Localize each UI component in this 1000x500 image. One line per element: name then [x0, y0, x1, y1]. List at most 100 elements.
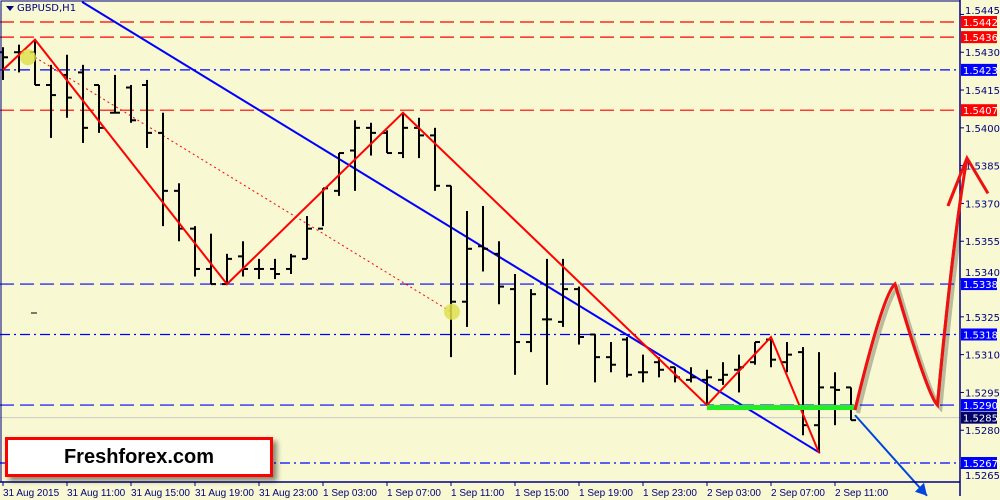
- x-tick-label: 31 Aug 2015: [3, 488, 60, 499]
- y-tick-label: 1.5355: [965, 237, 1000, 248]
- dropdown-triangle-icon[interactable]: [6, 6, 14, 11]
- y-tick-label: 1.5400: [965, 124, 1000, 135]
- price-label: 1.5407: [961, 104, 998, 117]
- ohlc-bar: [830, 372, 840, 426]
- ohlc-bar: [510, 274, 520, 375]
- x-tick-label: 1 Sep 23:00: [643, 488, 697, 499]
- ohlc-bar: [638, 354, 648, 383]
- price-label-bg: [961, 399, 997, 412]
- x-tick-label: 31 Aug 23:00: [259, 488, 318, 499]
- x-tick-label: 1 Sep 03:00: [323, 488, 377, 499]
- ohlc-bar: [270, 258, 280, 280]
- price-label-text: 1.5407: [963, 106, 998, 117]
- symbol-title[interactable]: GBPUSD,H1: [6, 3, 76, 14]
- ohlc-bar: [366, 122, 376, 156]
- brand-logo-box: Freshforex.com: [5, 437, 273, 477]
- ohlc-bar: [654, 357, 664, 378]
- price-label: 1.5442: [961, 16, 998, 29]
- ohlc-bar: [622, 337, 632, 378]
- ohlc-bar: [814, 352, 824, 453]
- price-label: 1.5338: [961, 278, 998, 291]
- symbol-label: GBPUSD,H1: [17, 3, 77, 14]
- ohlc-bar: [174, 183, 184, 242]
- price-label-text: 1.5442: [963, 18, 998, 29]
- ohlc-bar: [46, 64, 56, 138]
- price-label-bg: [961, 104, 997, 117]
- price-label-bg: [961, 411, 997, 424]
- ohlc-bar: [718, 362, 728, 385]
- ohlc-bar: [190, 226, 200, 277]
- forecast-up-curve-overlay: [853, 157, 969, 411]
- price-label: 1.5423: [961, 63, 998, 77]
- x-tick-label: 31 Aug 15:00: [131, 488, 190, 499]
- price-label-text: 1.5285: [963, 414, 998, 425]
- yellow-marker-icon: [443, 303, 460, 320]
- ohlc-bar: [158, 112, 168, 227]
- y-tick-label: 1.5415: [965, 86, 1000, 97]
- ohlc-bar: [206, 233, 216, 286]
- price-label-text: 1.5338: [963, 280, 998, 291]
- price-label-text: 1.5423: [963, 66, 998, 77]
- ohlc-bar: [526, 289, 536, 353]
- ohlc-bar: [302, 216, 312, 260]
- dotted-projection-line: [34, 56, 452, 313]
- x-tick-label: 2 Sep 11:00: [835, 488, 889, 499]
- forecast-down-line: [854, 414, 928, 497]
- forecast-down-arrow-icon: [915, 482, 927, 496]
- y-tick-label: 1.5385: [965, 162, 1000, 173]
- yellow-marker-icon: [19, 49, 36, 66]
- ohlc-bar: [126, 85, 136, 123]
- price-label: 1.5436: [961, 31, 998, 44]
- price-label-bg: [961, 63, 997, 76]
- ohlc-bar: [542, 258, 552, 385]
- ohlc-bar: [478, 205, 488, 272]
- price-label-bg: [961, 328, 997, 341]
- ohlc-bar: [254, 258, 264, 280]
- x-tick-label: 1 Sep 19:00: [579, 488, 633, 499]
- ohlc-bar: [702, 369, 712, 406]
- ohlc-bar: [142, 79, 152, 148]
- ohlc-bar: [110, 74, 120, 114]
- ohlc-bar: [558, 258, 568, 327]
- y-tick-label: 1.5280: [965, 426, 1000, 437]
- ohlc-bar: [462, 211, 472, 327]
- y-tick-label: 1.5340: [965, 268, 1000, 279]
- price-label-text: 1.5436: [963, 33, 998, 44]
- x-tick-label: 31 Aug 19:00: [195, 488, 254, 499]
- ohlc-bar: [430, 127, 440, 191]
- ohlc-bar: [782, 342, 792, 373]
- y-tick-label: 1.5265: [965, 471, 1000, 482]
- y-tick-label: 1.5370: [965, 199, 1000, 210]
- price-label: 1.5267: [961, 457, 998, 470]
- ohlc-bar: [350, 120, 360, 191]
- ohlc-bar: [686, 367, 696, 383]
- y-tick-label: 1.5430: [965, 48, 1000, 59]
- price-label-text: 1.5267: [963, 459, 998, 470]
- price-label-text: 1.5290: [963, 401, 998, 412]
- zigzag-line: [2, 38, 820, 454]
- x-tick-label: 31 Aug 11:00: [67, 488, 126, 499]
- y-tick-label: 1.5310: [965, 351, 1000, 362]
- ohlc-bar: [446, 184, 456, 358]
- ohlc-bar: [382, 130, 392, 155]
- ohlc-bar: [494, 241, 504, 305]
- ohlc-bar: [78, 64, 88, 143]
- forecast-shadow: [856, 160, 972, 414]
- x-tick-label: 1 Sep 11:00: [451, 488, 505, 499]
- x-tick-label: 1 Sep 07:00: [387, 488, 441, 499]
- x-tick-label: 1 Sep 15:00: [515, 488, 569, 499]
- price-label-bg: [961, 16, 997, 28]
- price-label-bg: [961, 31, 997, 44]
- ohlc-bar: [606, 342, 616, 373]
- price-label-bg: [961, 278, 997, 291]
- x-tick-label: 2 Sep 03:00: [707, 488, 761, 499]
- price-label: 1.5285: [961, 411, 998, 425]
- forecast-arrow-head-overlay: [946, 154, 990, 207]
- price-label-bg: [961, 457, 997, 469]
- price-label: 1.5290: [961, 399, 998, 412]
- price-label: 1.5318: [961, 328, 998, 341]
- ohlc-bar: [590, 333, 600, 383]
- price-label-text: 1.5318: [963, 330, 998, 341]
